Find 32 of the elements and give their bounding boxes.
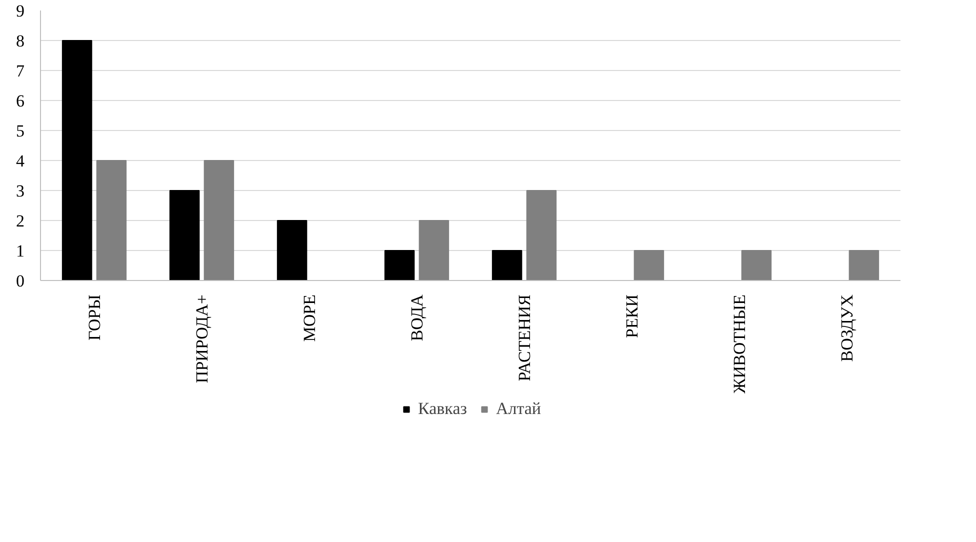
- bar: [62, 40, 92, 280]
- bar: [741, 250, 772, 280]
- bar: [169, 190, 200, 280]
- y-tick-label: 8: [16, 32, 24, 50]
- bar: [418, 220, 450, 280]
- bar: [96, 160, 127, 280]
- bar: [492, 250, 522, 280]
- x-tick-label: МОРЕ: [300, 294, 319, 342]
- y-tick-label: 9: [16, 2, 24, 20]
- y-tick-label: 0: [16, 272, 24, 290]
- bar: [204, 160, 234, 280]
- y-tick-label: 4: [16, 152, 25, 170]
- legend-label: Алтай: [496, 399, 541, 419]
- y-tick-label: 5: [16, 122, 24, 140]
- y-tick-label: 3: [16, 182, 24, 200]
- y-tick-label: 2: [16, 212, 24, 230]
- bar: [634, 250, 664, 280]
- y-tick-label: 1: [16, 242, 24, 260]
- bar: [526, 190, 557, 280]
- bar: [276, 220, 308, 280]
- bar: [848, 250, 880, 280]
- bar: [384, 250, 415, 280]
- x-tick-label: РАСТЕНИЯ: [514, 294, 534, 382]
- x-tick-label: ВОДА: [407, 294, 426, 342]
- x-tick-label: ПРИРОДА+: [192, 294, 212, 384]
- x-tick-label: ЖИВОТНЫЕ: [730, 294, 749, 394]
- x-tick-label: ГОРЫ: [84, 294, 104, 340]
- x-tick-label: ВОЗДУХ: [837, 294, 856, 362]
- legend-label: Кавказ: [418, 399, 467, 419]
- y-tick-label: 7: [16, 62, 25, 80]
- x-tick-label: РЕКИ: [622, 294, 642, 338]
- y-tick-label: 6: [16, 92, 24, 110]
